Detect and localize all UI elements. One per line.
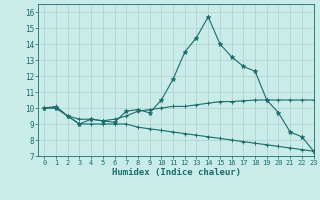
X-axis label: Humidex (Indice chaleur): Humidex (Indice chaleur) bbox=[111, 168, 241, 177]
